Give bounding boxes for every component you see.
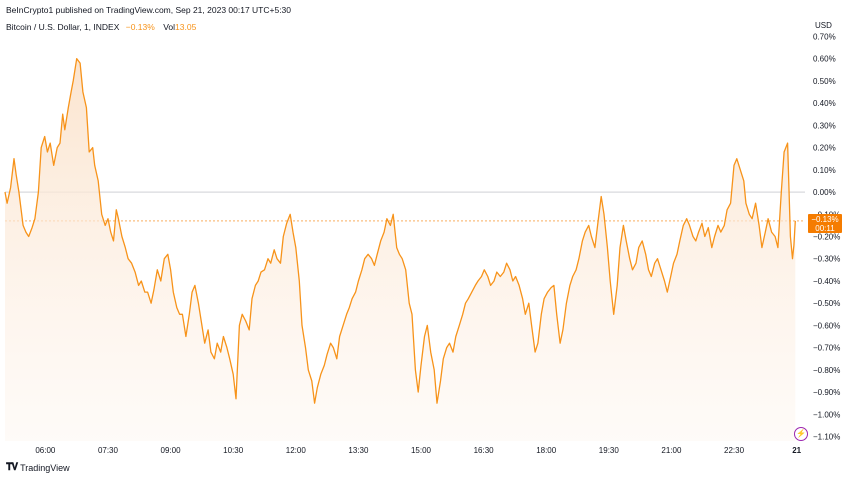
y-tick-label: 0.50% (813, 77, 836, 86)
y-tick-label: −0.50% (813, 299, 840, 308)
x-tick-label: 12:00 (286, 446, 307, 455)
x-tick-label: 07:30 (98, 446, 119, 455)
price-line (4, 58, 796, 404)
y-tick-label: 0.40% (813, 99, 836, 108)
symbol-legend[interactable]: Bitcoin / U.S. Dollar, 1, INDEX −0.13% V… (6, 22, 196, 32)
y-tick-label: −0.20% (813, 233, 840, 242)
y-tick-label: −0.30% (813, 255, 840, 264)
current-price-value: −0.13% (811, 215, 839, 224)
y-tick-label: 0.30% (813, 121, 836, 130)
x-tick-label: 18:00 (536, 446, 557, 455)
y-axis[interactable]: 0.70% 0.60% 0.50% 0.40% 0.30% 0.20% 0.10% 0.00%… (813, 32, 840, 441)
x-tick-label: 09:00 (161, 446, 182, 455)
y-tick-label: 0.00% (813, 188, 836, 197)
x-tick-label: 22:30 (724, 446, 745, 455)
current-price-time: 00:11 (815, 224, 835, 233)
symbol-name[interactable]: Bitcoin / U.S. Dollar, 1, INDEX (6, 22, 120, 32)
currency-label[interactable]: USD (815, 21, 832, 30)
y-tick-label: −1.10% (813, 433, 840, 442)
volume-label: Vol (163, 22, 176, 32)
y-tick-label: −0.90% (813, 388, 840, 397)
x-tick-label: 16:30 (474, 446, 495, 455)
y-tick-label: −0.80% (813, 366, 840, 375)
x-tick-label: 06:00 (35, 446, 56, 455)
y-tick-label: −1.00% (813, 410, 840, 419)
y-tick-label: −0.70% (813, 344, 840, 353)
x-tick-label: 15:00 (411, 446, 432, 455)
y-tick-label: 0.60% (813, 55, 836, 64)
x-tick-label: 10:30 (223, 446, 244, 455)
x-tick-label: 19:30 (599, 446, 620, 455)
footer-brand[interactable]: 𝐓𝐕 TradingView (6, 462, 70, 473)
lightning-icon[interactable]: ⚡ (794, 427, 808, 441)
x-tick-label: 21 (792, 446, 801, 455)
volume-value: 13.05 (175, 22, 197, 32)
x-tick-label: 13:30 (348, 446, 369, 455)
published-info: BeInCrypto1 published on TradingView.com… (6, 5, 292, 15)
y-tick-label: −0.40% (813, 277, 840, 286)
y-tick-label: 0.20% (813, 144, 836, 153)
x-axis[interactable]: 06:00 07:30 09:00 10:30 12:00 13:30 15:00 16:30… (35, 446, 801, 455)
y-tick-label: −0.60% (813, 321, 840, 330)
current-price-label: −0.13% 00:11 (808, 214, 842, 233)
x-tick-label: 21:00 (661, 446, 682, 455)
tradingview-logo-icon: 𝐓𝐕 (6, 462, 18, 473)
y-tick-label: 0.70% (813, 32, 836, 41)
y-tick-label: 0.10% (813, 166, 836, 175)
price-area (5, 58, 796, 441)
change-value: −0.13% (125, 22, 155, 32)
footer-brand-name: TradingView (20, 462, 70, 473)
